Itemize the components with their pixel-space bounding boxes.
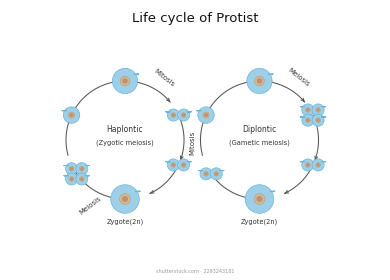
Circle shape xyxy=(316,118,321,122)
Circle shape xyxy=(305,118,310,122)
Circle shape xyxy=(66,173,78,185)
Circle shape xyxy=(198,107,214,123)
Circle shape xyxy=(205,173,207,175)
Text: Haplontic: Haplontic xyxy=(107,125,144,134)
Circle shape xyxy=(214,172,218,176)
Circle shape xyxy=(123,197,127,201)
Circle shape xyxy=(317,164,319,166)
Circle shape xyxy=(68,112,74,118)
Text: Zygote(2n): Zygote(2n) xyxy=(106,219,144,225)
Circle shape xyxy=(257,197,262,201)
Circle shape xyxy=(69,177,74,181)
Circle shape xyxy=(69,166,74,171)
Circle shape xyxy=(307,109,309,111)
Text: Mitosis: Mitosis xyxy=(153,68,176,87)
Circle shape xyxy=(81,178,83,180)
Circle shape xyxy=(317,109,319,111)
Text: shutterstock.com · 2293243181: shutterstock.com · 2293243181 xyxy=(156,269,234,274)
Circle shape xyxy=(171,163,176,167)
Text: (Gametic meiosis): (Gametic meiosis) xyxy=(229,139,290,146)
Circle shape xyxy=(177,109,190,121)
Text: Diplontic: Diplontic xyxy=(242,125,277,134)
Circle shape xyxy=(205,114,207,116)
Circle shape xyxy=(200,168,212,180)
Circle shape xyxy=(120,76,130,86)
Circle shape xyxy=(302,159,314,171)
Circle shape xyxy=(70,114,73,116)
Circle shape xyxy=(167,109,179,121)
Circle shape xyxy=(120,193,130,204)
Circle shape xyxy=(305,163,310,167)
Circle shape xyxy=(316,163,321,167)
Circle shape xyxy=(112,68,138,94)
Circle shape xyxy=(215,173,217,175)
Circle shape xyxy=(204,172,208,176)
Circle shape xyxy=(80,166,84,171)
Circle shape xyxy=(172,164,174,166)
Circle shape xyxy=(317,119,319,121)
Circle shape xyxy=(111,185,139,213)
Circle shape xyxy=(71,168,73,170)
Circle shape xyxy=(245,185,274,213)
Circle shape xyxy=(316,108,321,112)
Circle shape xyxy=(181,113,186,117)
Circle shape xyxy=(63,107,80,123)
Text: Zygote(2n): Zygote(2n) xyxy=(241,219,278,225)
Circle shape xyxy=(210,168,222,180)
Circle shape xyxy=(71,178,73,180)
Circle shape xyxy=(80,177,84,181)
Circle shape xyxy=(305,108,310,112)
Text: Meiosis: Meiosis xyxy=(78,195,103,215)
Circle shape xyxy=(177,159,190,171)
Text: Life cycle of Protist: Life cycle of Protist xyxy=(132,12,258,25)
Circle shape xyxy=(183,114,184,116)
Circle shape xyxy=(172,114,174,116)
Circle shape xyxy=(302,114,314,126)
Circle shape xyxy=(302,104,314,116)
Circle shape xyxy=(76,173,88,185)
Text: (Zygotic meiosis): (Zygotic meiosis) xyxy=(96,139,154,146)
Circle shape xyxy=(81,168,83,170)
Circle shape xyxy=(167,159,179,171)
Circle shape xyxy=(307,119,309,121)
Circle shape xyxy=(171,113,176,117)
Circle shape xyxy=(254,193,265,204)
Circle shape xyxy=(181,163,186,167)
Circle shape xyxy=(76,163,88,175)
Circle shape xyxy=(183,164,184,166)
Circle shape xyxy=(123,79,127,83)
Circle shape xyxy=(247,68,272,94)
Circle shape xyxy=(255,76,264,86)
Circle shape xyxy=(312,159,324,171)
Circle shape xyxy=(257,79,262,83)
Circle shape xyxy=(312,114,324,126)
Circle shape xyxy=(203,112,209,118)
Circle shape xyxy=(307,164,309,166)
Circle shape xyxy=(66,163,78,175)
Circle shape xyxy=(312,104,324,116)
Text: Meiosis: Meiosis xyxy=(287,67,310,88)
Text: Mitosis: Mitosis xyxy=(189,130,195,155)
